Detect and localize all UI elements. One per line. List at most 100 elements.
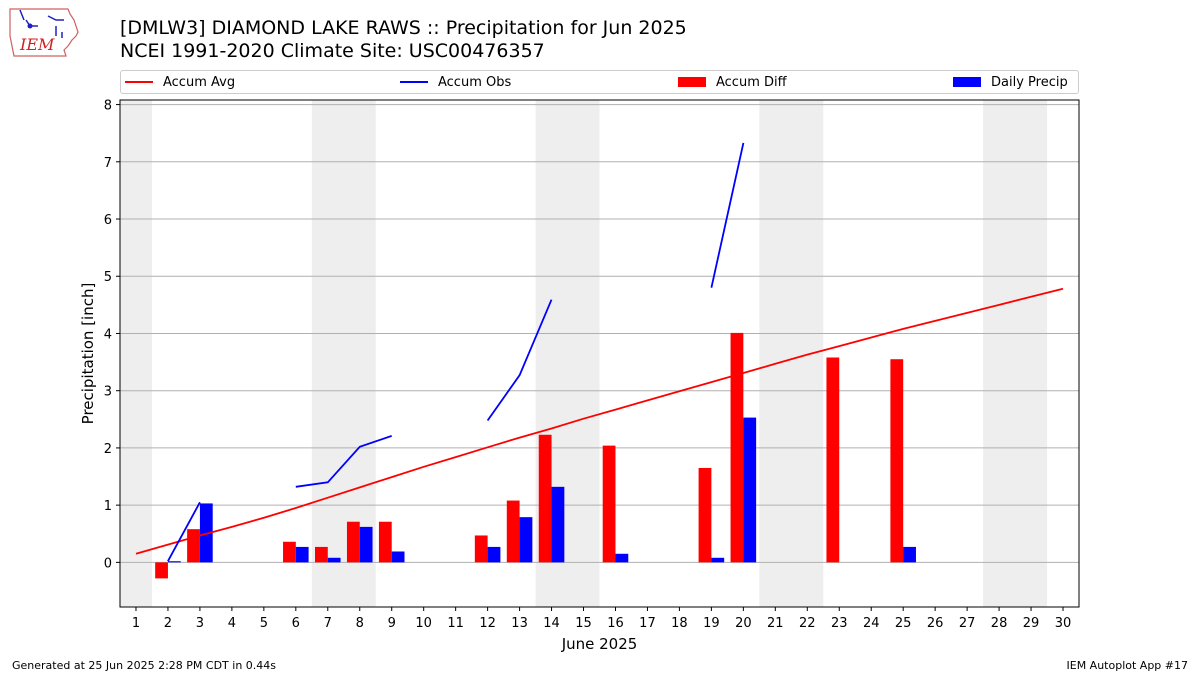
bar-daily-precip <box>167 561 181 563</box>
plot-frame <box>119 99 1080 608</box>
x-tick-label: 28 <box>991 616 1008 631</box>
y-tick-label: 2 <box>104 442 112 457</box>
x-tick-label: 27 <box>959 616 976 631</box>
x-tick-label: 16 <box>607 616 624 631</box>
y-tick-label: 1 <box>104 499 112 514</box>
line-accum-obs <box>710 142 745 288</box>
x-tick-label: 13 <box>511 616 528 631</box>
line-accum-obs <box>486 299 553 422</box>
weather-station-icon <box>19 9 64 38</box>
legend-item-daily-precip: Daily Precip <box>953 74 1068 91</box>
legend-item-accum-obs: Accum Obs <box>400 74 511 91</box>
chart-subtitle: NCEI 1991-2020 Climate Site: USC00476357 <box>120 40 545 62</box>
line-accum-avg <box>135 287 1064 555</box>
y-tick-label: 7 <box>104 156 112 171</box>
bar-daily-precip <box>295 546 309 563</box>
x-tick-label: 26 <box>927 616 944 631</box>
y-tick-label: 0 <box>104 556 112 571</box>
bar-daily-precip <box>551 486 565 563</box>
y-tick-label: 5 <box>104 270 112 285</box>
bar-accum-diff <box>155 562 168 579</box>
weekend-band <box>120 100 152 607</box>
chart-legend: Accum Avg Accum Obs Accum Diff Daily Pre… <box>120 70 1079 94</box>
weekend-band <box>311 100 376 607</box>
legend-label: Accum Obs <box>438 75 512 90</box>
bar-daily-precip <box>327 557 341 563</box>
footer-generated-text: Generated at 25 Jun 2025 2:28 PM CDT in … <box>12 659 277 672</box>
footer-app-text: IEM Autoplot App #17 <box>1066 659 1189 672</box>
bar-accum-diff <box>187 529 200 563</box>
x-tick-label: 7 <box>324 616 332 631</box>
y-axis-label: Precipitation [inch] <box>79 283 97 425</box>
x-tick-label: 4 <box>228 616 236 631</box>
x-tick-label: 21 <box>767 616 784 631</box>
x-tick-label: 12 <box>479 616 496 631</box>
bar-accum-diff <box>730 332 744 563</box>
bar-daily-precip <box>743 417 757 563</box>
x-tick-label: 5 <box>260 616 268 631</box>
chart-title: [DMLW3] DIAMOND LAKE RAWS :: Precipitati… <box>120 17 687 39</box>
y-tick-label: 6 <box>104 213 112 228</box>
iem-logo-text: IEM <box>19 35 55 54</box>
bar-accum-diff <box>474 535 488 563</box>
x-tick-label: 15 <box>575 616 592 631</box>
iowa-state-outline-icon <box>9 8 79 57</box>
bar-daily-precip <box>519 517 533 563</box>
legend-item-accum-avg: Accum Avg <box>125 74 235 91</box>
x-tick-label: 23 <box>831 616 848 631</box>
bar-daily-precip <box>391 551 405 563</box>
x-tick-label: 9 <box>388 616 396 631</box>
iem-logo: IEM <box>9 8 79 57</box>
y-tick-label: 4 <box>104 327 112 342</box>
x-tick-label: 14 <box>543 616 560 631</box>
bar-daily-precip <box>199 503 213 563</box>
bar-accum-diff <box>890 359 904 563</box>
legend-swatch-accum-avg <box>125 80 153 83</box>
x-tick-label: 10 <box>415 616 432 631</box>
x-tick-label: 3 <box>196 616 204 631</box>
legend-swatch-daily-precip <box>953 76 981 87</box>
line-accum-obs <box>295 435 392 488</box>
x-tick-label: 29 <box>1023 616 1040 631</box>
bar-daily-precip <box>359 526 373 563</box>
x-tick-label: 20 <box>735 616 752 631</box>
bar-accum-diff <box>314 546 328 563</box>
legend-item-accum-diff: Accum Diff <box>678 74 787 91</box>
bar-daily-precip <box>711 557 725 563</box>
legend-label: Accum Avg <box>163 75 236 90</box>
x-tick-label: 1 <box>132 616 140 631</box>
legend-swatch-accum-obs <box>400 80 428 83</box>
legend-swatch-accum-diff <box>678 76 706 87</box>
x-tick-label: 17 <box>639 616 656 631</box>
x-tick-label: 18 <box>671 616 688 631</box>
x-tick-label: 22 <box>799 616 816 631</box>
x-axis-label: June 2025 <box>561 635 638 653</box>
bar-accum-diff <box>346 521 360 563</box>
legend-label: Accum Diff <box>716 75 787 90</box>
bar-accum-diff <box>283 541 296 563</box>
weekend-band <box>535 100 600 607</box>
bar-daily-precip <box>903 546 916 563</box>
x-tick-label: 11 <box>447 616 464 631</box>
bar-accum-diff <box>826 357 840 563</box>
bar-accum-diff <box>602 445 616 563</box>
x-tick-label: 19 <box>703 616 720 631</box>
x-tick-label: 24 <box>863 616 880 631</box>
bar-accum-diff <box>506 500 520 563</box>
bar-daily-precip <box>615 553 629 563</box>
x-tick-label: 2 <box>164 616 172 631</box>
x-tick-label: 8 <box>356 616 364 631</box>
weekend-band <box>759 100 824 607</box>
bar-accum-diff <box>378 521 392 563</box>
bar-daily-precip <box>487 546 501 563</box>
y-tick-label: 3 <box>104 385 112 400</box>
legend-label: Daily Precip <box>991 75 1068 90</box>
x-tick-label: 30 <box>1055 616 1072 631</box>
x-tick-label: 6 <box>292 616 300 631</box>
bar-accum-diff <box>698 467 712 563</box>
bar-accum-diff <box>538 434 552 563</box>
line-accum-obs <box>167 501 201 562</box>
y-tick-label: 8 <box>104 99 112 114</box>
weekend-band <box>983 100 1048 607</box>
